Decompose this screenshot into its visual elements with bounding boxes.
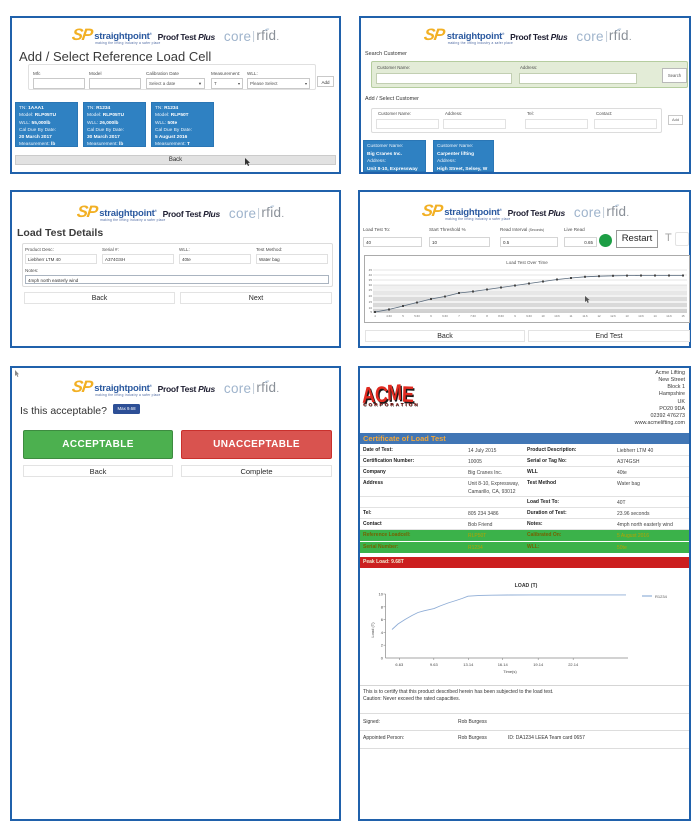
svg-text:9.63: 9.63	[430, 662, 439, 667]
svg-text:40: 40	[369, 273, 373, 277]
svg-text:Load (T): Load (T)	[370, 622, 375, 638]
svg-text:15: 15	[681, 314, 685, 318]
svg-text:8.63: 8.63	[498, 314, 504, 318]
svg-text:13.14: 13.14	[463, 662, 474, 667]
svg-text:22.14: 22.14	[568, 662, 579, 667]
svg-text:9: 9	[514, 314, 516, 318]
svg-text:13.6: 13.6	[638, 314, 644, 318]
svg-text:10.6: 10.6	[554, 314, 560, 318]
svg-text:13: 13	[625, 314, 629, 318]
svg-text:30: 30	[369, 283, 373, 287]
svg-text:4: 4	[374, 314, 376, 318]
svg-text:5: 5	[370, 310, 372, 314]
svg-text:4.63: 4.63	[386, 314, 392, 318]
svg-text:11.6: 11.6	[582, 314, 588, 318]
svg-text:5: 5	[402, 314, 404, 318]
svg-text:7.63: 7.63	[470, 314, 476, 318]
svg-text:2: 2	[381, 643, 384, 648]
svg-text:12.6: 12.6	[610, 314, 616, 318]
svg-text:35: 35	[369, 278, 373, 282]
svg-text:6: 6	[430, 314, 432, 318]
svg-text:6.63: 6.63	[395, 662, 404, 667]
svg-text:20: 20	[369, 294, 373, 298]
svg-text:LOAD (T): LOAD (T)	[515, 583, 538, 589]
svg-text:6.63: 6.63	[442, 314, 448, 318]
svg-text:5.63: 5.63	[414, 314, 420, 318]
svg-text:15: 15	[369, 300, 373, 304]
svg-text:9.63: 9.63	[526, 314, 532, 318]
svg-text:25: 25	[369, 288, 373, 292]
svg-text:45: 45	[369, 268, 373, 272]
svg-text:4: 4	[381, 630, 384, 635]
svg-text:Time(s): Time(s)	[503, 669, 517, 674]
svg-text:10: 10	[379, 592, 384, 597]
svg-text:10: 10	[369, 306, 373, 310]
svg-text:16.14: 16.14	[498, 662, 509, 667]
svg-text:8: 8	[486, 314, 488, 318]
svg-text:12: 12	[597, 314, 601, 318]
svg-text:6: 6	[381, 617, 384, 622]
svg-text:14.6: 14.6	[666, 314, 672, 318]
svg-text:8: 8	[381, 604, 384, 609]
svg-text:R1234: R1234	[655, 594, 668, 599]
svg-text:Load Test Over Time: Load Test Over Time	[506, 260, 548, 265]
svg-text:11: 11	[570, 314, 573, 318]
svg-text:14: 14	[653, 314, 657, 318]
svg-text:19.14: 19.14	[533, 662, 544, 667]
svg-text:0: 0	[381, 656, 384, 661]
svg-text:7: 7	[458, 314, 460, 318]
svg-text:10: 10	[541, 314, 545, 318]
